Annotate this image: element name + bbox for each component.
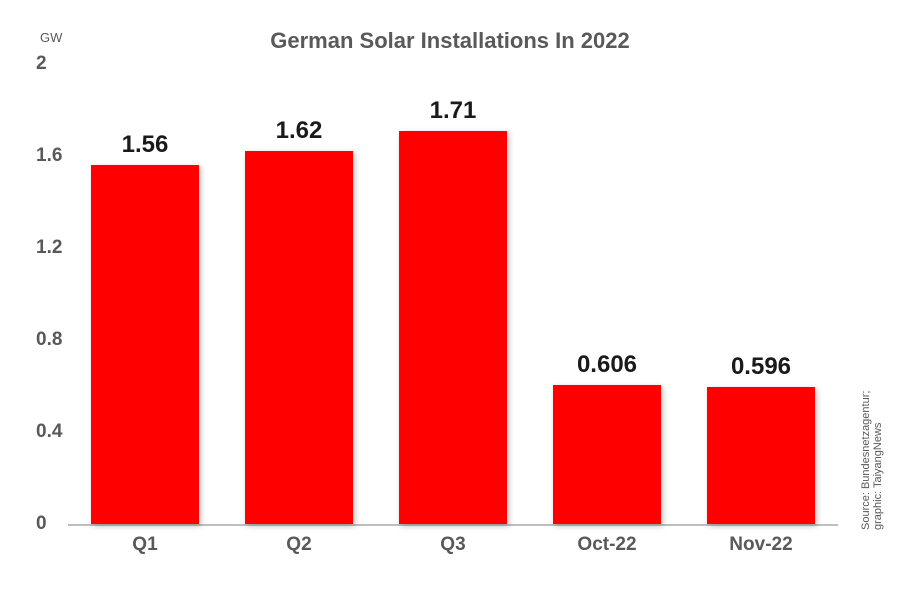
chart-container: German Solar Installations In 2022 GW 00… [40, 20, 860, 580]
chart-title: German Solar Installations In 2022 [40, 28, 860, 54]
bar-value-label: 0.596 [731, 353, 791, 381]
x-axis-tick: Q3 [440, 534, 465, 556]
bar-slot: 0.596Nov-22 [707, 66, 815, 524]
bar-slot: 1.62Q2 [245, 66, 353, 524]
bar [91, 165, 199, 524]
bar [553, 385, 661, 524]
bar-value-label: 1.62 [276, 117, 323, 145]
y-axis-tick: 2 [36, 53, 47, 75]
bar-value-label: 0.606 [577, 351, 637, 379]
x-axis-tick: Nov-22 [729, 534, 792, 556]
bar-slot: 0.606Oct-22 [553, 66, 661, 524]
source-credit: Source: Bundesnetzagentur;graphic: Taiya… [874, 270, 894, 530]
y-axis-tick: 1.2 [36, 237, 62, 259]
bar [707, 387, 815, 524]
bar-slot: 1.71Q3 [399, 66, 507, 524]
bar [245, 151, 353, 524]
bar-value-label: 1.71 [430, 97, 477, 125]
bar [399, 131, 507, 524]
x-axis-tick: Q2 [286, 534, 311, 556]
bar-value-label: 1.56 [122, 131, 169, 159]
y-axis-tick: 0.8 [36, 329, 62, 351]
y-axis-tick: 0 [36, 513, 47, 535]
y-axis-unit: GW [40, 30, 62, 45]
bar-slot: 1.56Q1 [91, 66, 199, 524]
x-axis-tick: Oct-22 [577, 534, 636, 556]
y-axis-tick: 1.6 [36, 145, 62, 167]
y-axis-tick: 0.4 [36, 421, 62, 443]
x-axis-tick: Q1 [132, 534, 157, 556]
plot-area: 00.40.81.21.621.56Q11.62Q21.71Q30.606Oct… [68, 66, 838, 526]
